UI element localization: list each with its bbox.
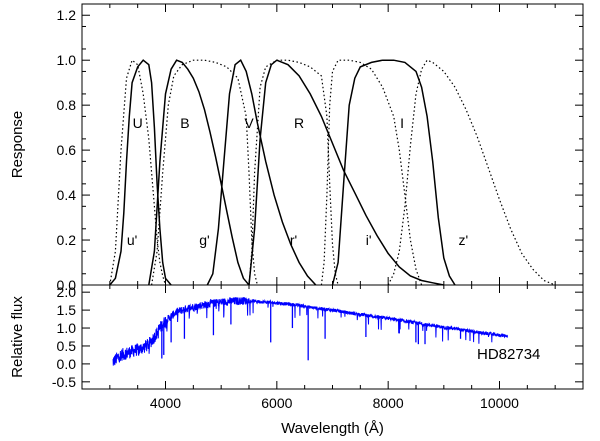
- bottom-ytick-label: 0.0: [57, 356, 77, 372]
- bottom-xtick-label: 6000: [261, 395, 292, 411]
- bottom-ytick-label: 1.0: [57, 320, 77, 336]
- filter-label: U: [133, 115, 143, 131]
- filter-curve-i-prime: [320, 59, 423, 286]
- bottom-xtick-label: 8000: [373, 395, 404, 411]
- x-axis-label: Wavelength (Å): [281, 420, 384, 437]
- filter-curve-I: [331, 59, 456, 286]
- top-ytick-label: 0.2: [57, 232, 77, 248]
- top-ytick-label: 0.6: [57, 142, 77, 158]
- filter-curve-R: [248, 59, 444, 286]
- bottom-ytick-label: 0.5: [57, 338, 77, 354]
- filter-curve-U: [109, 59, 172, 286]
- filter-curve-r-prime: [248, 59, 339, 286]
- filter-label: r': [290, 232, 297, 248]
- filter-label: B: [180, 115, 189, 131]
- filter-label: g': [199, 232, 209, 248]
- filter-label: u': [127, 232, 137, 248]
- spectrum-panel: -0.5 0.0 0.5 1.0 1.5 2.0 4000 6000 8000 10000 Wave…: [9, 284, 584, 437]
- filter-label: i': [366, 232, 372, 248]
- spectrum-line: [112, 296, 509, 366]
- bottom-ytick-label: -0.5: [52, 374, 76, 390]
- star-name-annotation: HD82734: [477, 346, 540, 363]
- filter-curve-B: [148, 59, 250, 286]
- filter-curve-g-prime: [151, 59, 258, 286]
- top-ytick-label: 1.0: [57, 52, 77, 68]
- top-ytick-label: 0.0: [57, 277, 77, 293]
- bottom-ytick-label: 2.0: [57, 284, 77, 300]
- top-ytick-label: 0.4: [57, 187, 77, 203]
- top-ylabel: Response: [9, 111, 26, 179]
- top-ytick-label: 1.2: [57, 7, 77, 23]
- filter-curve-u-prime: [109, 59, 167, 286]
- bottom-xtick-label: 10000: [480, 395, 519, 411]
- top-ytick-label: 0.8: [57, 97, 77, 113]
- filter-label: V: [244, 115, 254, 131]
- filter-label: z': [458, 232, 468, 248]
- bottom-xtick-label: 4000: [150, 395, 181, 411]
- bottom-ytick-label: 1.5: [57, 302, 77, 318]
- filter-curve-z-prime: [387, 59, 556, 286]
- filter-label: I: [400, 115, 404, 131]
- bottom-ylabel: Relative flux: [9, 296, 26, 378]
- filter-response-panel: 0.0 0.2 0.4 0.6 0.8 1.0 1.2 Response U B V R Iu' g' r'…: [9, 3, 584, 293]
- filter-label: R: [294, 115, 304, 131]
- filter-curve-V: [206, 59, 317, 286]
